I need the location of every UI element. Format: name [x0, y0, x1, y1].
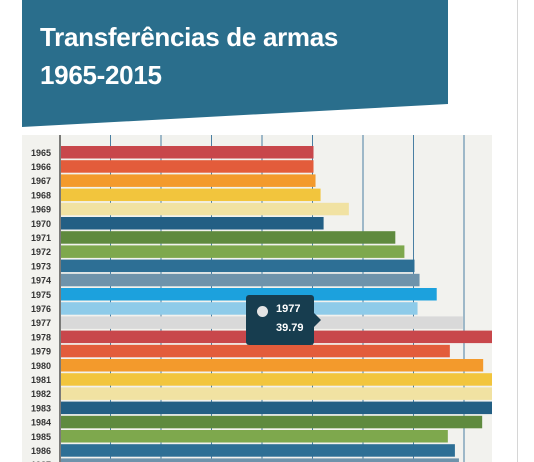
page-title-line2: 1965-2015 [40, 60, 162, 90]
year-label-1982: 1982 [31, 389, 51, 399]
year-label-1968: 1968 [31, 190, 51, 200]
tooltip-year: 1977 [276, 303, 301, 315]
tooltip-pointer [314, 313, 321, 327]
bar-1969 [61, 202, 349, 216]
bar-1981 [61, 373, 492, 386]
bar-1974 [61, 273, 420, 287]
bar-1980 [61, 359, 484, 372]
bar-1982 [61, 387, 492, 400]
year-label-1977: 1977 [31, 318, 51, 328]
year-label-1969: 1969 [31, 205, 51, 215]
year-label-1975: 1975 [31, 290, 51, 300]
bar-1983 [61, 401, 492, 415]
year-label-1984: 1984 [31, 418, 51, 428]
year-label-1973: 1973 [31, 261, 51, 271]
year-label-1987: 1987 [31, 460, 51, 462]
bar-1973 [61, 259, 415, 273]
year-label-1971: 1971 [31, 233, 51, 243]
tooltip-value: 39.79 [276, 322, 304, 334]
bar-1986 [61, 444, 455, 457]
year-label-1976: 1976 [31, 304, 51, 314]
year-label-1965: 1965 [31, 148, 51, 158]
year-label-1981: 1981 [31, 375, 51, 385]
year-label-1986: 1986 [31, 446, 51, 456]
year-label-1978: 1978 [31, 332, 51, 342]
year-label-1983: 1983 [31, 403, 51, 413]
bar-1979 [61, 344, 450, 358]
bar-1971 [61, 231, 396, 244]
year-label-1979: 1979 [31, 347, 51, 357]
year-label-1970: 1970 [31, 219, 51, 229]
bar-1972 [61, 245, 405, 258]
bar-1975 [61, 288, 437, 301]
bar-1970 [61, 217, 324, 230]
year-label-1966: 1966 [31, 162, 51, 172]
bar-1976 [61, 302, 418, 315]
bar-1985 [61, 430, 448, 443]
bar-1984 [61, 415, 483, 429]
page-title-line1: Transferências de armas [40, 22, 339, 52]
bar-1965 [61, 146, 314, 159]
title-banner: Transferências de armas 1965-2015 [22, 0, 448, 127]
year-label-1980: 1980 [31, 361, 51, 371]
bar-1966 [61, 160, 314, 173]
year-label-1985: 1985 [31, 432, 51, 442]
year-label-1972: 1972 [31, 247, 51, 257]
bar-1968 [61, 188, 321, 202]
chart-tooltip: 1977 39.79 [246, 295, 321, 345]
page-edge-rule [517, 0, 518, 462]
year-label-1967: 1967 [31, 176, 51, 186]
tooltip-series-dot-icon [257, 306, 268, 317]
title-banner-shape [22, 0, 448, 127]
year-label-1974: 1974 [31, 276, 51, 286]
bar-1987 [61, 458, 459, 462]
bar-1967 [61, 174, 316, 187]
